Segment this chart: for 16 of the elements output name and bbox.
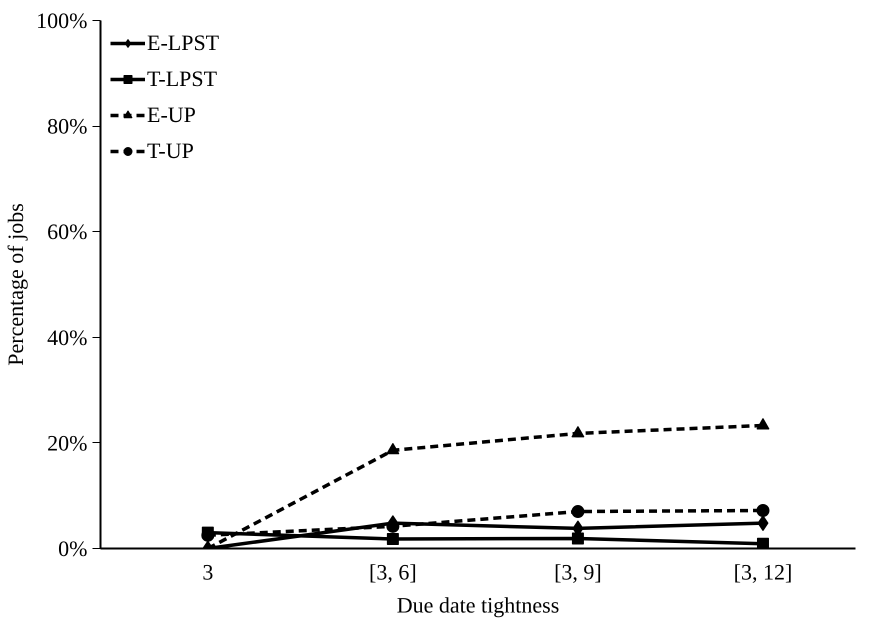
- y-tick-label: 60%: [47, 219, 88, 244]
- x-tick-label: 3: [202, 560, 214, 584]
- legend-label: T-LPST: [147, 66, 218, 92]
- y-tick-label: 100%: [36, 8, 88, 33]
- x-tick-label: [3, 6]: [369, 560, 417, 584]
- x-tick-label: [3, 12]: [734, 560, 792, 584]
- x-axis-title: Due date tightness: [396, 592, 560, 618]
- x-tick-label: [3, 9]: [554, 560, 602, 584]
- y-axis-title: Percentage of jobs: [3, 203, 28, 366]
- y-tick-label: 20%: [47, 430, 88, 456]
- y-tick-label: 80%: [47, 114, 88, 139]
- legend-label: T-UP: [147, 138, 194, 164]
- legend-label: E-UP: [147, 102, 196, 128]
- legend-label: E-LPST: [147, 30, 220, 56]
- y-tick-label: 40%: [47, 324, 88, 350]
- y-tick-label: 0%: [58, 536, 88, 561]
